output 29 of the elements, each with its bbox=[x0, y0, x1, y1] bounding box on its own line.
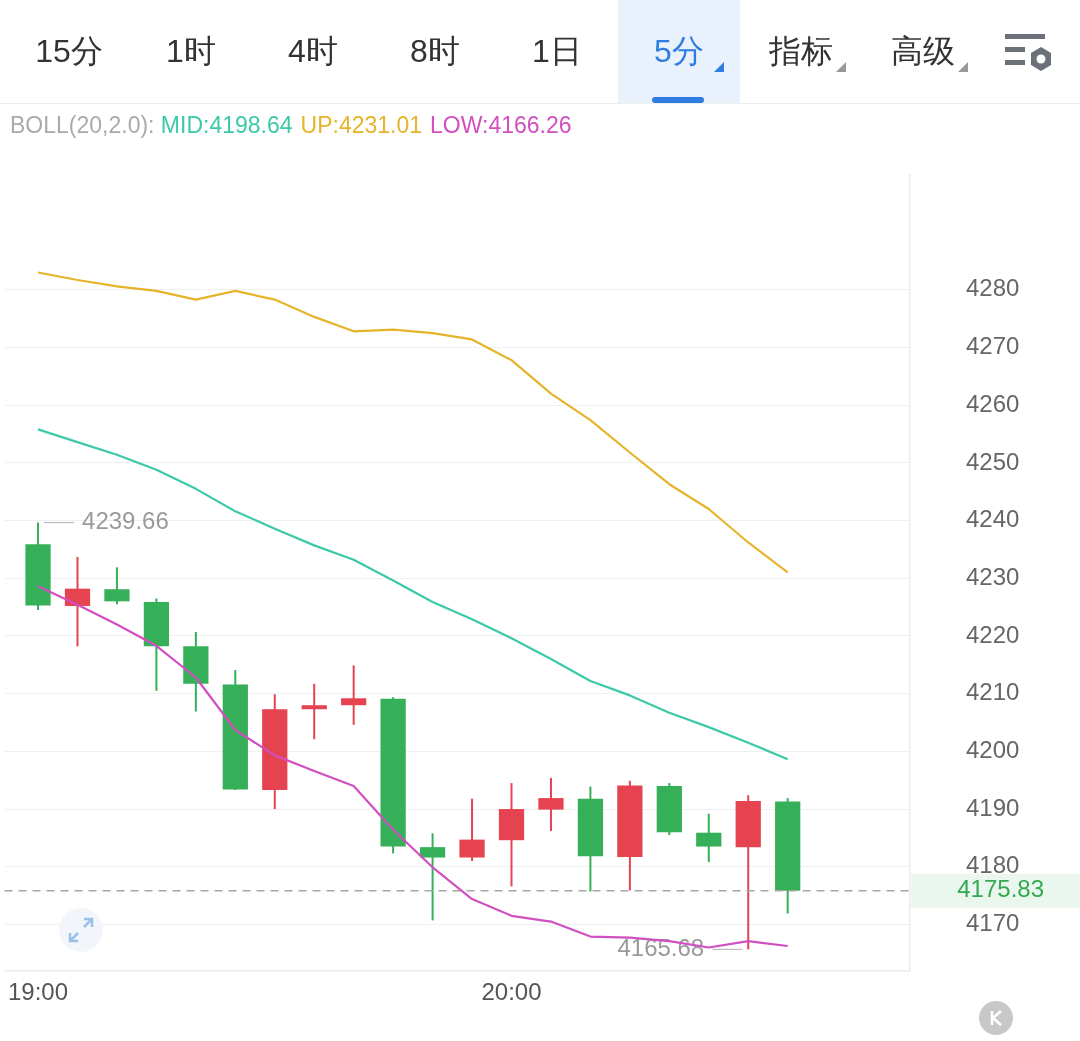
x-tick-label: 20:00 bbox=[481, 977, 542, 1005]
candlestick bbox=[341, 664, 367, 726]
annotation: 4239.66 bbox=[82, 507, 169, 535]
text: 1时 bbox=[166, 31, 216, 71]
text: 4时 bbox=[288, 31, 338, 71]
text: 指标 bbox=[769, 31, 833, 71]
y-tick-label: 4170 bbox=[966, 909, 1020, 937]
x-tick-label: 19:00 bbox=[8, 977, 69, 1005]
y-tick-label: 4230 bbox=[966, 562, 1020, 590]
text: MID:4198.64 bbox=[160, 112, 293, 138]
text: LOW:4166.26 bbox=[430, 112, 572, 138]
y-tick-label: 4260 bbox=[966, 389, 1020, 417]
y-tick-label: 4240 bbox=[966, 505, 1020, 533]
text: 8时 bbox=[410, 31, 460, 71]
text: UP:4231.01 bbox=[300, 112, 423, 138]
y-tick-label: 4190 bbox=[966, 793, 1020, 821]
candlestick bbox=[301, 682, 327, 741]
y-tick-label: 4210 bbox=[966, 678, 1020, 706]
legend-title: BOLL(20,2.0): bbox=[10, 112, 156, 138]
y-tick-label: 4220 bbox=[966, 620, 1020, 648]
text: 1日 bbox=[532, 31, 582, 71]
y-tick-label: 4250 bbox=[966, 447, 1020, 475]
y-tick-label: 4200 bbox=[966, 735, 1020, 763]
candlestick bbox=[419, 832, 446, 922]
y-tick-label: 4270 bbox=[966, 332, 1020, 360]
text: 高级 bbox=[891, 31, 955, 71]
text: 5分 bbox=[654, 31, 704, 71]
text: 15分 bbox=[35, 31, 103, 71]
y-tick-label: 4280 bbox=[966, 274, 1020, 302]
